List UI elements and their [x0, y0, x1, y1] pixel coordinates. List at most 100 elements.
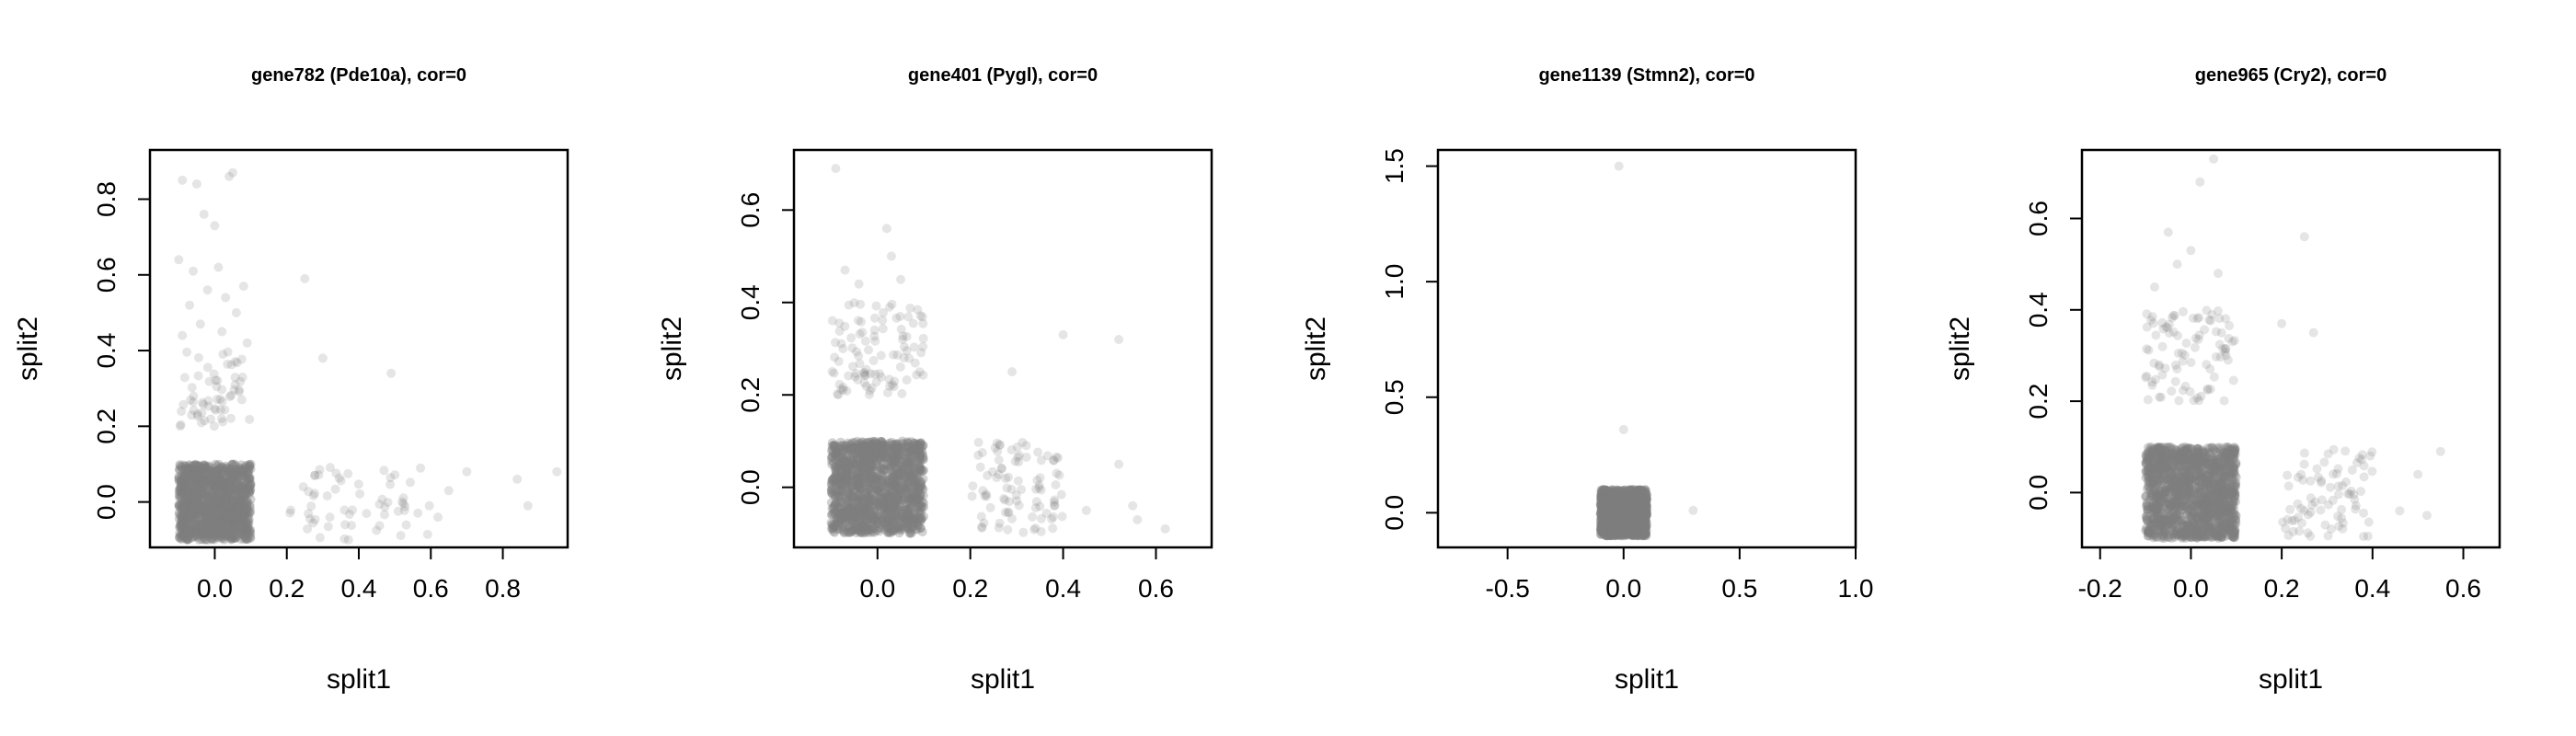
cluster-point	[848, 362, 857, 372]
cluster-point	[884, 496, 893, 506]
cluster-point	[850, 485, 860, 495]
cluster-point	[1629, 520, 1639, 529]
cluster-point	[196, 472, 206, 482]
cluster-point	[242, 521, 252, 531]
cluster-point	[211, 481, 221, 491]
cluster-point	[1603, 522, 1613, 532]
cluster-point	[220, 502, 230, 512]
cluster-point	[213, 461, 223, 471]
cluster-point	[827, 489, 837, 499]
cluster-point	[1626, 505, 1636, 515]
cluster-point	[914, 367, 925, 377]
cluster-point	[891, 502, 901, 512]
cluster-point	[194, 526, 204, 536]
cluster-point	[1634, 489, 1644, 500]
cluster-point	[1605, 523, 1616, 533]
cluster-point	[903, 516, 913, 526]
cluster-point	[831, 338, 840, 348]
cluster-point	[1619, 508, 1629, 518]
cluster-point	[196, 496, 206, 506]
cluster-point	[1627, 502, 1637, 512]
cluster-point	[833, 523, 843, 534]
cluster-point	[210, 404, 220, 414]
cluster-point	[197, 505, 206, 515]
cluster-point	[982, 491, 992, 501]
cluster-point	[1595, 500, 1605, 510]
cluster-point	[194, 501, 204, 512]
cluster-point	[174, 475, 184, 485]
cluster-point	[1625, 517, 1634, 527]
cluster-point	[891, 313, 902, 323]
cluster-point	[246, 478, 256, 489]
cluster-point	[1014, 450, 1024, 460]
cluster-point	[223, 513, 233, 523]
cluster-point	[192, 499, 202, 509]
cluster-point	[185, 485, 194, 495]
cluster-point	[176, 479, 186, 489]
cluster-point	[1628, 513, 1639, 523]
cluster-point	[220, 524, 230, 535]
cluster-point	[849, 485, 859, 495]
cluster-point	[353, 479, 363, 489]
cluster-point	[197, 466, 207, 477]
cluster-point	[196, 523, 206, 533]
cluster-point	[228, 513, 238, 523]
cluster-point	[915, 514, 926, 524]
cluster-point	[222, 487, 232, 497]
cluster-point	[900, 516, 910, 526]
cluster-point	[916, 482, 926, 492]
cluster-point	[228, 513, 238, 523]
cluster-point	[866, 460, 876, 470]
data-point	[221, 293, 231, 303]
cluster-point	[1619, 522, 1629, 532]
cluster-point	[873, 519, 883, 529]
cluster-point	[909, 471, 919, 481]
cluster-point	[908, 450, 918, 460]
cluster-point	[206, 502, 216, 512]
cluster-point	[217, 495, 227, 505]
cluster-point	[859, 378, 869, 388]
cluster-point	[216, 519, 225, 529]
cluster-point	[866, 490, 876, 500]
cluster-point	[202, 482, 213, 492]
cluster-point	[859, 367, 869, 377]
cluster-point	[828, 503, 838, 513]
data-point	[896, 274, 905, 284]
cluster-point	[883, 518, 893, 528]
cluster-point	[977, 523, 987, 533]
cluster-point	[1604, 490, 1614, 500]
cluster-point	[889, 457, 899, 467]
cluster-point	[175, 523, 185, 533]
data-point	[1160, 523, 1170, 534]
cluster-point	[186, 511, 196, 521]
cluster-point	[886, 489, 895, 499]
cluster-point	[869, 444, 880, 454]
cluster-point	[875, 369, 884, 379]
cluster-point	[1048, 523, 1058, 534]
cluster-point	[912, 500, 922, 511]
cluster-point	[227, 518, 237, 528]
cluster-point	[237, 488, 247, 498]
cluster-point	[232, 522, 241, 532]
cluster-point	[197, 408, 207, 418]
cluster-point	[898, 471, 908, 481]
cluster-point	[1638, 531, 1648, 541]
cluster-point	[841, 440, 851, 450]
cluster-point	[233, 515, 243, 525]
cluster-point	[904, 508, 914, 518]
cluster-point	[865, 441, 875, 451]
cluster-point	[1616, 490, 1626, 500]
cluster-point	[1048, 512, 1058, 522]
cluster-point	[1618, 501, 1628, 512]
cluster-point	[223, 478, 233, 489]
cluster-point	[1596, 529, 1606, 539]
cluster-point	[866, 449, 876, 459]
cluster-point	[1631, 526, 1640, 536]
cluster-point	[223, 501, 232, 512]
cluster-point	[1625, 488, 1635, 498]
cluster-point	[237, 528, 247, 538]
cluster-point	[880, 453, 891, 463]
cluster-point	[1608, 500, 1618, 511]
cluster-point	[839, 507, 849, 517]
cluster-point	[1622, 488, 1632, 498]
